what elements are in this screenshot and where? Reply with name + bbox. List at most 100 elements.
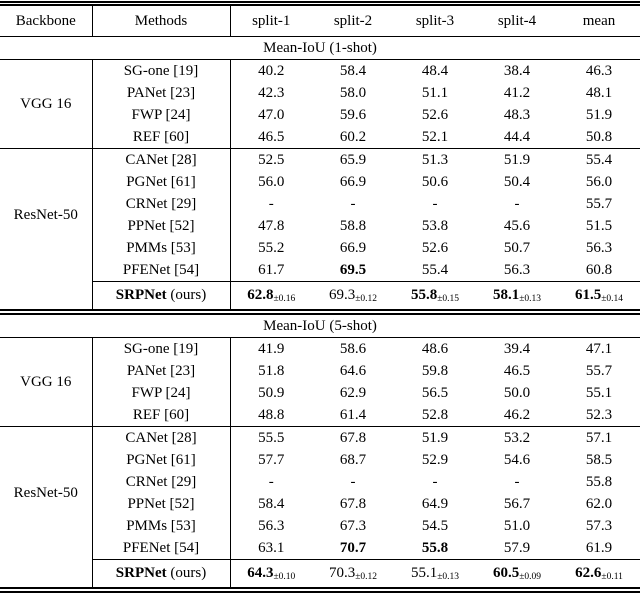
ours-value-cell: 69.3±0.12: [312, 281, 394, 315]
value-cell: 47.1: [585, 340, 613, 357]
table-row: PGNet [61] 56.0 66.9 50.6 50.4 56.0: [0, 171, 640, 193]
ours-value: 58.1: [492, 287, 520, 303]
backbone-cell: ResNet-50: [0, 426, 93, 560]
value-cell: 50.9: [258, 384, 285, 401]
stddev-subscript: ±0.14: [601, 294, 624, 304]
method-cell: PMMs [53]: [92, 515, 231, 537]
value-cell: 58.6: [339, 340, 367, 357]
ours-row: SRPNet (ours) 64.3±0.10 70.3±0.12 55.1±0.13…: [0, 559, 640, 593]
value-cell: 50.6: [421, 173, 449, 190]
table-body: Mean-IoU (1-shot) VGG 16 SG-one [19] 40.2 58…: [0, 36, 640, 593]
ours-value: 64.3: [247, 565, 274, 581]
value-cell: 48.3: [503, 106, 531, 123]
value-cell: 60.8: [585, 261, 613, 278]
ours-value: 62.6: [575, 565, 602, 581]
ours-name: SRPNet: [115, 565, 167, 581]
value-cell: 56.5: [421, 384, 449, 401]
value-cell: 57.3: [585, 517, 613, 534]
value-cell: 58.8: [339, 217, 367, 234]
value-cell: 50.8: [558, 126, 640, 149]
ours-value-cell: 62.6±0.11: [558, 559, 640, 593]
value-cell: 42.3: [258, 84, 285, 101]
value-cell: 58.0: [339, 84, 367, 101]
value-cell: 48.8: [230, 404, 312, 427]
table-row: PPNet [52] 47.8 58.8 53.8 45.6 51.5: [0, 215, 640, 237]
stddev-subscript: ±0.11: [601, 572, 623, 582]
table-row: REF [60] 48.8 61.4 52.8 46.2 52.3: [0, 404, 640, 427]
value-cell: 55.1: [585, 384, 613, 401]
ours-value: 70.3: [328, 565, 356, 581]
value-cell: 46.3: [585, 62, 613, 79]
value-cell: 67.8: [339, 495, 367, 512]
value-cell: 63.1: [258, 539, 285, 556]
backbone-empty-cell: [0, 559, 93, 593]
value-cell: -: [268, 473, 274, 490]
table-row: PMMs [53] 56.3 67.3 54.5 51.0 57.3: [0, 515, 640, 537]
ours-name: SRPNet: [115, 287, 167, 303]
stddev-subscript: ±0.10: [273, 572, 296, 582]
table-row: PPNet [52] 58.4 67.8 64.9 56.7 62.0: [0, 493, 640, 515]
value-cell: 44.4: [476, 126, 558, 149]
table-row: FWP [24] 50.9 62.9 56.5 50.0 55.1: [0, 382, 640, 404]
value-cell: 47.0: [258, 106, 285, 123]
value-cell: 41.2: [503, 84, 531, 101]
value-cell: 51.5: [585, 217, 613, 234]
value-cell: 50.0: [503, 384, 531, 401]
value-cell: 58.4: [258, 495, 285, 512]
stddev-subscript: ±0.16: [273, 294, 296, 304]
value-cell: 38.4: [503, 62, 531, 79]
value-cell: 51.8: [258, 362, 285, 379]
value-cell: 57.9: [503, 539, 531, 556]
ours-value: 55.1: [410, 565, 438, 581]
section-title-row: Mean-IoU (5-shot): [0, 312, 640, 338]
value-cell: 62.0: [585, 495, 613, 512]
value-cell: 52.9: [421, 451, 449, 468]
ours-value-cell: 64.3±0.10: [230, 559, 312, 593]
method-cell: PGNet [61]: [92, 171, 231, 193]
method-cell: FWP [24]: [92, 382, 231, 404]
value-cell: 56.7: [503, 495, 531, 512]
value-cell: 55.8: [421, 539, 449, 556]
value-cell: -: [268, 195, 274, 212]
header-mean: mean: [558, 1, 640, 37]
ours-value: 61.5: [574, 287, 602, 303]
method-cell: PANet [23]: [92, 360, 231, 382]
value-cell: 69.5: [339, 261, 367, 278]
value-cell: 66.9: [339, 173, 367, 190]
ours-method-cell: SRPNet (ours): [92, 281, 231, 315]
value-cell: 52.8: [394, 404, 476, 427]
method-cell: REF [60]: [92, 126, 231, 149]
table-row: FWP [24] 47.0 59.6 52.6 48.3 51.9: [0, 104, 640, 126]
value-cell: 58.4: [339, 62, 367, 79]
value-cell: 64.6: [339, 362, 367, 379]
value-cell: 57.7: [258, 451, 285, 468]
value-cell: 51.9: [421, 429, 449, 446]
value-cell: 52.1: [394, 126, 476, 149]
header-split-3: split-3: [394, 1, 476, 37]
table-row: PGNet [61] 57.7 68.7 52.9 54.6 58.5: [0, 449, 640, 471]
value-cell: 62.9: [339, 384, 367, 401]
value-cell: 65.9: [339, 151, 367, 168]
table-row: REF [60] 46.5 60.2 52.1 44.4 50.8: [0, 126, 640, 149]
header-split-1: split-1: [230, 1, 312, 37]
method-cell: SG-one [19]: [92, 337, 231, 360]
stddev-subscript: ±0.12: [355, 572, 378, 582]
method-cell: CRNet [29]: [92, 193, 231, 215]
stddev-subscript: ±0.13: [437, 572, 460, 582]
value-cell: 55.7: [585, 362, 613, 379]
ours-value: 55.8: [410, 287, 438, 303]
ours-value: 60.5: [492, 565, 520, 581]
table-row: PFENet [54] 61.7 69.5 55.4 56.3 60.8: [0, 259, 640, 282]
value-cell: 54.5: [421, 517, 449, 534]
stddev-subscript: ±0.09: [519, 572, 542, 582]
value-cell: 66.9: [339, 239, 367, 256]
value-cell: 51.3: [421, 151, 449, 168]
value-cell: -: [514, 473, 520, 490]
table-header: Backbone Methods split-1 split-2 split-3…: [0, 1, 640, 37]
value-cell: -: [514, 195, 520, 212]
value-cell: 48.4: [421, 62, 449, 79]
method-cell: SG-one [19]: [92, 59, 231, 82]
ours-value-cell: 55.1±0.13: [394, 559, 476, 593]
table-row: VGG 16 SG-one [19] 41.9 58.6 48.6 39.4 47.1: [0, 337, 640, 427]
header-row: Backbone Methods split-1 split-2 split-3…: [0, 1, 640, 37]
